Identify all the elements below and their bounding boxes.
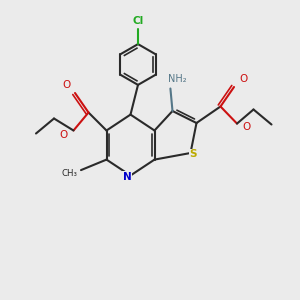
Text: CH₃: CH₃ [61,169,77,178]
Text: N: N [122,172,131,182]
Text: Cl: Cl [132,16,144,26]
Text: O: O [239,74,247,85]
Text: S: S [190,149,197,160]
Text: O: O [62,80,71,91]
Text: NH₂: NH₂ [168,74,186,85]
Text: O: O [242,122,251,133]
Text: O: O [59,130,68,140]
